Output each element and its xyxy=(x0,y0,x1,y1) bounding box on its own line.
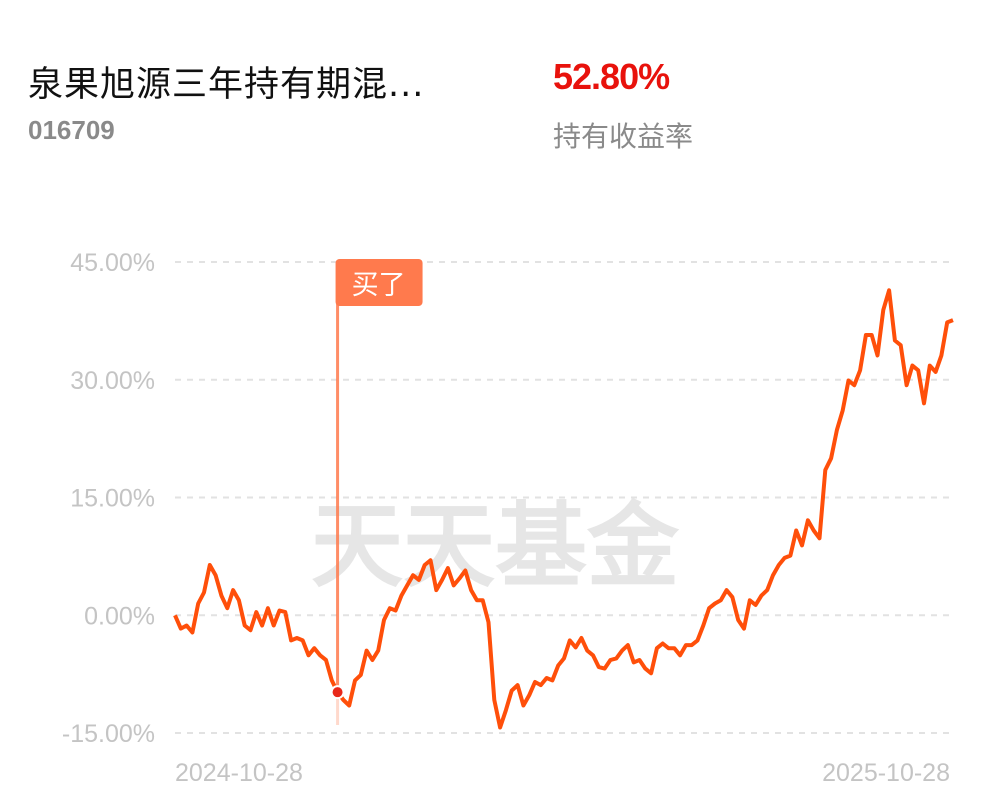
x-tick-label: 2024-10-28 xyxy=(175,759,303,787)
y-tick-label: 15.00% xyxy=(70,485,155,513)
y-tick-label: -15.00% xyxy=(62,720,155,748)
fund-code: 016709 xyxy=(28,115,115,145)
x-tick-label: 2025-10-28 xyxy=(822,759,950,787)
fund-name: 泉果旭源三年持有期混... xyxy=(28,65,425,105)
y-tick-label: 30.00% xyxy=(70,367,155,395)
buy-point-dot[interactable] xyxy=(330,685,345,700)
holding-return-label: 持有收益率 xyxy=(553,120,694,153)
y-tick-label: 45.00% xyxy=(70,249,155,277)
watermark-logo: 天天基金 xyxy=(311,492,680,600)
holding-return-value: 52.80% xyxy=(553,56,670,97)
buy-marker-label: 买了 xyxy=(352,270,406,301)
y-tick-label: 0.00% xyxy=(84,602,155,630)
return-line xyxy=(173,288,954,730)
buy-marker-flag[interactable] xyxy=(335,259,423,306)
